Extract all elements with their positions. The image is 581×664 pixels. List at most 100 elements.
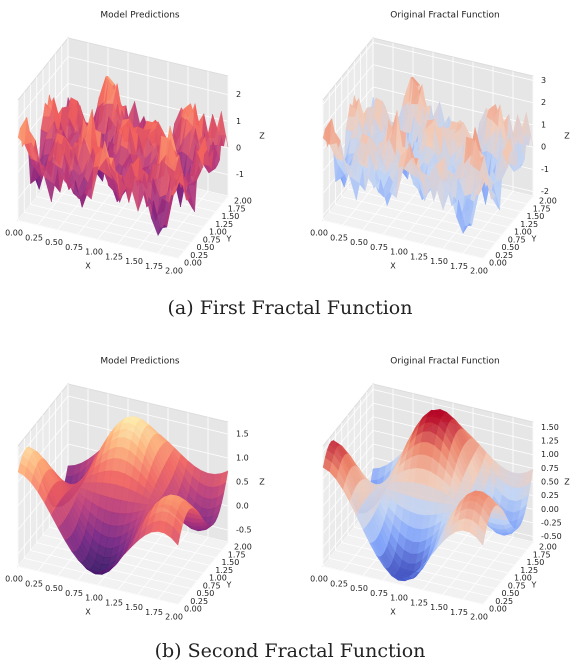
x-tick-label: 1.25	[410, 598, 428, 607]
x-tick-label: 1.75	[145, 608, 163, 617]
x-tick-label: 1.50	[430, 257, 448, 266]
surface-patch	[476, 177, 486, 195]
z-tick-label: 3	[541, 76, 546, 85]
x-tick-label: 2.00	[165, 267, 183, 276]
x-tick-label: 1.00	[390, 594, 408, 603]
z-tick-label: -2	[541, 187, 549, 196]
x-tick-label: 1.50	[125, 257, 143, 266]
x-tick-label: 0.00	[310, 575, 328, 584]
y-tick-label: 0.75	[203, 581, 221, 590]
caption: (b) Second Fractal Function	[155, 640, 426, 662]
z-tick-label: 0.25	[541, 491, 559, 500]
y-tick-label: 0.75	[508, 235, 526, 244]
grid-line	[24, 557, 185, 597]
z-tick-label: -0.25	[541, 518, 562, 527]
grid-line	[17, 56, 69, 119]
z-tick-label: 1.00	[541, 450, 559, 459]
y-axis-label: Y	[226, 235, 232, 244]
panel: Model Predictions0.000.250.500.751.001.2…	[5, 11, 265, 276]
x-tick-label: 1.50	[125, 603, 143, 612]
z-tick-label: -0.5	[236, 526, 252, 535]
y-tick-label: 2.00	[234, 543, 252, 552]
x-tick-label: 1.00	[85, 594, 103, 603]
x-tick-label: 1.75	[145, 262, 163, 271]
z-tick-label: 1.0	[236, 454, 249, 463]
z-tick-label: 1.25	[541, 437, 559, 446]
x-tick-label: 0.00	[5, 575, 23, 584]
x-tick-label: 0.00	[5, 229, 23, 238]
grid-line	[322, 219, 484, 259]
x-tick-label: 0.75	[65, 589, 83, 598]
y-tick-label: 1.25	[520, 220, 538, 229]
z-tick-label: -1	[236, 170, 244, 179]
grid-line	[322, 42, 374, 105]
y-tick-label: 0.25	[495, 597, 513, 606]
y-tick-label: 1.50	[222, 212, 240, 221]
y-tick-label: 0.75	[508, 581, 526, 590]
x-tick-label: 1.25	[410, 252, 428, 261]
grid-line	[322, 565, 484, 605]
y-tick-label: 0.00	[184, 605, 202, 614]
z-tick-label: 1	[236, 117, 241, 126]
panel-title: Original Fractal Function	[390, 357, 499, 367]
x-tick-label: 0.50	[45, 584, 63, 593]
y-tick-label: 0.25	[190, 597, 208, 606]
z-tick-label: -1	[541, 165, 549, 174]
grid-line	[67, 56, 229, 96]
z-tick-label: 0.00	[541, 505, 559, 514]
x-tick-label: 1.50	[430, 603, 448, 612]
y-tick-label: 1.25	[215, 566, 233, 575]
panel-title: Original Fractal Function	[390, 11, 499, 21]
z-tick-label: 1	[541, 120, 546, 129]
grid-line	[372, 64, 534, 104]
z-axis-label: Z	[564, 132, 570, 141]
z-tick-label: 0.75	[541, 464, 559, 473]
z-tick-label: 1.50	[541, 423, 559, 432]
grid-line	[42, 188, 204, 228]
x-tick-label: 0.50	[350, 238, 368, 247]
grid-line	[17, 219, 179, 259]
y-tick-label: 0.25	[190, 251, 208, 260]
grid-line	[322, 64, 374, 127]
x-tick-label: 0.75	[370, 243, 388, 252]
x-tick-label: 0.75	[370, 589, 388, 598]
y-tick-label: 1.00	[209, 574, 227, 583]
y-tick-label: 0.00	[489, 605, 507, 614]
grid-line	[329, 211, 490, 251]
x-tick-label: 0.25	[25, 579, 43, 588]
y-tick-label: 0.75	[203, 235, 221, 244]
y-axis-label: Y	[531, 235, 537, 244]
x-tick-label: 0.25	[330, 579, 348, 588]
surface-patch	[476, 525, 486, 546]
x-tick-label: 2.00	[470, 267, 488, 276]
x-tick-label: 0.00	[310, 229, 328, 238]
z-tick-label: 0.5	[236, 478, 249, 487]
x-tick-label: 1.00	[85, 248, 103, 257]
z-tick-label: 1.5	[236, 430, 249, 439]
grid-line	[372, 389, 534, 428]
grid-line	[67, 395, 229, 435]
surface-patch	[171, 526, 181, 546]
y-tick-label: 1.00	[209, 228, 227, 237]
y-tick-label: 1.75	[228, 550, 246, 559]
x-tick-label: 0.50	[350, 584, 368, 593]
grid-line	[335, 204, 496, 243]
panel: Original Fractal Function0.000.250.500.7…	[310, 357, 570, 622]
z-tick-label: 0.50	[541, 478, 559, 487]
x-tick-label: 2.00	[165, 613, 183, 622]
x-tick-label: 0.25	[330, 233, 348, 242]
y-axis-label: Y	[226, 581, 232, 590]
x-tick-label: 1.00	[390, 248, 408, 257]
x-tick-label: 1.75	[450, 262, 468, 271]
z-tick-label: 0	[541, 143, 546, 152]
y-tick-label: 1.00	[514, 574, 532, 583]
y-tick-label: 0.50	[197, 243, 215, 252]
grid-line	[36, 196, 197, 236]
surface-patch	[171, 177, 181, 196]
grid-line	[30, 204, 191, 243]
y-tick-label: 1.50	[222, 558, 240, 567]
x-tick-label: 1.25	[105, 252, 123, 261]
x-tick-label: 1.75	[450, 608, 468, 617]
y-axis-label: Y	[531, 581, 537, 590]
